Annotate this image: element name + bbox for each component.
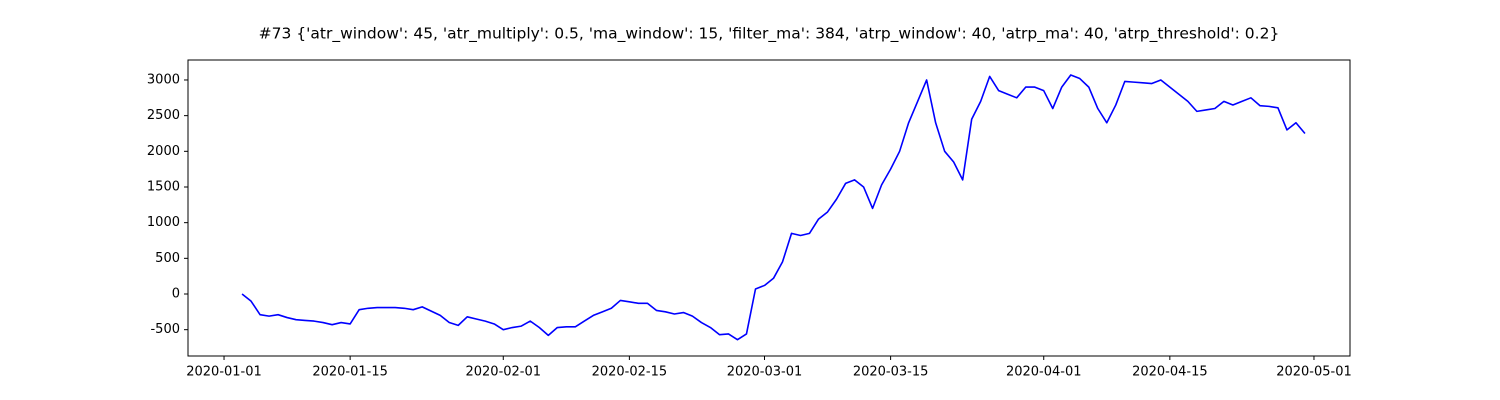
y-tick-label: 500 (155, 251, 180, 266)
y-tick-label: 0 (172, 287, 180, 302)
y-tick-label: 2500 (147, 108, 180, 123)
y-tick-label: -500 (150, 322, 180, 337)
line-series (241, 74, 1306, 341)
y-tick-label: 3000 (147, 72, 180, 87)
chart-title: #73 {'atr_window': 45, 'atr_multiply': 0… (259, 25, 1280, 44)
y-tick-label: 1500 (147, 179, 180, 194)
x-tick-label: 2020-01-01 (186, 365, 262, 380)
y-tick-label: 1000 (147, 215, 180, 230)
x-tick-label: 2020-04-01 (1006, 365, 1082, 380)
x-tick-label: 2020-01-15 (312, 365, 388, 380)
x-tick-label: 2020-02-01 (465, 365, 541, 380)
x-tick-label: 2020-03-15 (853, 365, 929, 380)
plot-frame (187, 59, 1351, 357)
y-tick-label: 2000 (147, 144, 180, 159)
x-tick-label: 2020-04-15 (1132, 365, 1208, 380)
x-tick-label: 2020-02-15 (592, 365, 668, 380)
x-tick-label: 2020-03-01 (727, 365, 803, 380)
x-tick-label: 2020-05-01 (1276, 365, 1352, 380)
